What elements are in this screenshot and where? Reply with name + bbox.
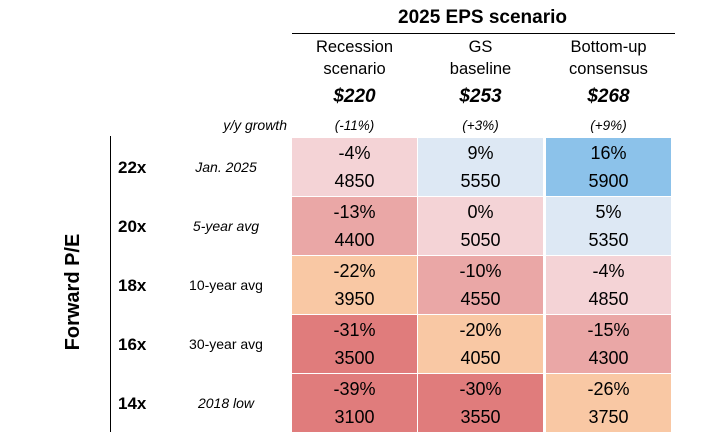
column-growth: (-11%)	[334, 118, 375, 133]
column-growth: (+9%)	[590, 118, 627, 133]
cell-percent-change: -39%	[333, 379, 376, 399]
cell-percent-change: 16%	[590, 143, 627, 163]
pe-multiple: 16x	[118, 335, 147, 354]
column-eps: $220	[333, 86, 376, 107]
cell-percent-change: -13%	[333, 202, 376, 222]
scenario-cell: 5% 5350	[546, 197, 671, 255]
cell-percent-change: 9%	[467, 143, 494, 163]
scenario-cell: 0% 5050	[418, 197, 543, 255]
scenario-cell: -22% 3950	[292, 256, 417, 314]
column-name-line2: scenario	[323, 60, 386, 78]
row-reference-label: 30-year avg	[189, 336, 263, 352]
cell-percent-change: -4%	[338, 143, 371, 163]
cell-percent-change: -15%	[587, 320, 630, 340]
column-header: Bottom-up consensus $268	[546, 36, 671, 108]
cell-percent-change: -26%	[587, 379, 630, 399]
row-reference-label: 10-year avg	[189, 277, 263, 293]
cell-index-level: 3950	[334, 289, 375, 309]
cell-index-level: 5550	[460, 171, 501, 191]
scenario-cell: 9% 5550	[418, 138, 543, 196]
column-name-line1: GS	[468, 38, 493, 56]
column-header: GS baseline $253	[418, 36, 543, 108]
cell-percent-change: -20%	[459, 320, 502, 340]
cell-percent-change: -4%	[592, 261, 625, 281]
cell-percent-change: -31%	[333, 320, 376, 340]
pe-multiple: 14x	[118, 394, 147, 413]
cell-index-level: 3500	[334, 348, 375, 368]
scenario-cell: -26% 3750	[546, 374, 671, 432]
scenario-cell: -4% 4850	[292, 138, 417, 196]
row-axis-line	[110, 136, 111, 432]
title-underline	[292, 33, 675, 34]
cell-index-level: 4850	[334, 171, 375, 191]
row-reference-label: 5-year avg	[192, 218, 260, 234]
cell-index-level: 4850	[588, 289, 629, 309]
cell-percent-change: -22%	[333, 261, 376, 281]
cell-index-level: 4400	[334, 230, 375, 250]
cell-index-level: 3100	[334, 407, 375, 427]
column-name-line1: Bottom-up	[570, 38, 647, 56]
cell-percent-change: -10%	[459, 261, 502, 281]
cell-index-level: 5050	[460, 230, 501, 250]
cell-index-level: 4300	[588, 348, 629, 368]
cell-percent-change: 0%	[467, 202, 494, 222]
cell-percent-change: -30%	[459, 379, 502, 399]
row-axis-label: Forward P/E	[62, 233, 84, 351]
cell-index-level: 4050	[460, 348, 501, 368]
column-name-line2: baseline	[449, 60, 512, 78]
cell-index-level: 4550	[460, 289, 501, 309]
pe-multiple: 22x	[118, 158, 147, 177]
scenario-cell: -20% 4050	[418, 315, 543, 373]
row-reference-label: 2018 low	[197, 395, 255, 411]
scenario-cell: 16% 5900	[546, 138, 671, 196]
column-eps: $268	[587, 86, 630, 107]
scenario-cell: -10% 4550	[418, 256, 543, 314]
column-growth: (+3%)	[462, 118, 499, 133]
column-eps: $253	[459, 86, 502, 107]
column-name-line1: Recession	[315, 38, 394, 56]
column-header: Recession scenario $220	[292, 36, 417, 108]
cell-index-level: 5350	[588, 230, 629, 250]
column-name-line2: consensus	[569, 60, 648, 78]
row-reference-label: Jan. 2025	[195, 159, 257, 175]
chart-title: 2025 EPS scenario	[398, 7, 567, 28]
pe-multiple: 18x	[118, 276, 147, 295]
growth-label: y/y growth	[223, 117, 287, 133]
scenario-cell: -13% 4400	[292, 197, 417, 255]
cell-percent-change: 5%	[595, 202, 622, 222]
scenario-cell: -31% 3500	[292, 315, 417, 373]
pe-multiple: 20x	[118, 217, 147, 236]
cell-index-level: 3550	[460, 407, 501, 427]
cell-index-level: 5900	[588, 171, 629, 191]
scenario-cell: -39% 3100	[292, 374, 417, 432]
cell-index-level: 3750	[588, 407, 629, 427]
scenario-cell: -15% 4300	[546, 315, 671, 373]
scenario-cell: -4% 4850	[546, 256, 671, 314]
scenario-cell: -30% 3550	[418, 374, 543, 432]
